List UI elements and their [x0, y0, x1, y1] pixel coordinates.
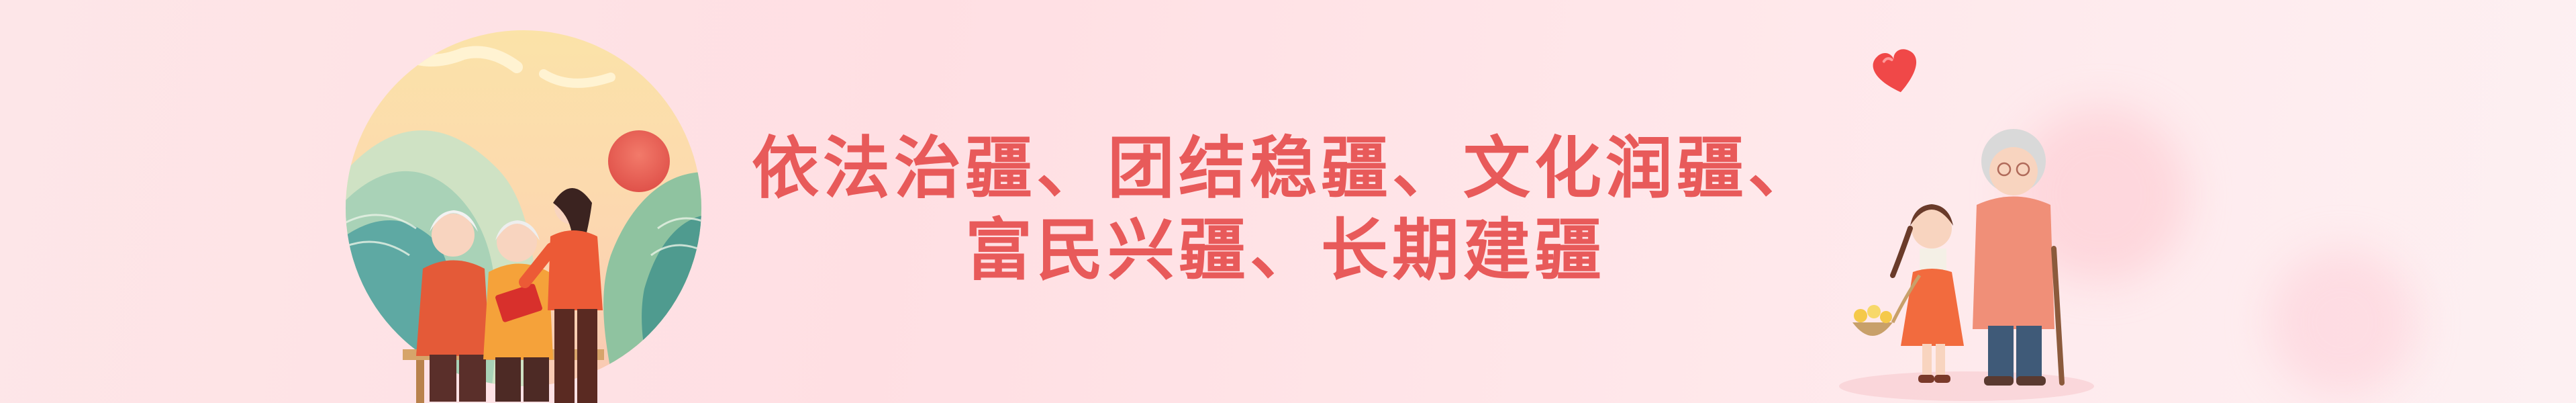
elderly-care-illustration — [322, 27, 725, 403]
heart-icon — [1866, 40, 1926, 101]
grandmother-and-girl-illustration — [1812, 27, 2121, 403]
slogan: 依法治疆、团结稳疆、文化润疆、 富民兴疆、长期建疆 — [732, 128, 1839, 292]
soft-glow-decoration — [2269, 249, 2416, 396]
slogan-line-1: 依法治疆、团结稳疆、文化润疆、 — [752, 129, 1819, 208]
slogan-line-2: 富民兴疆、长期建疆 — [965, 211, 1605, 289]
